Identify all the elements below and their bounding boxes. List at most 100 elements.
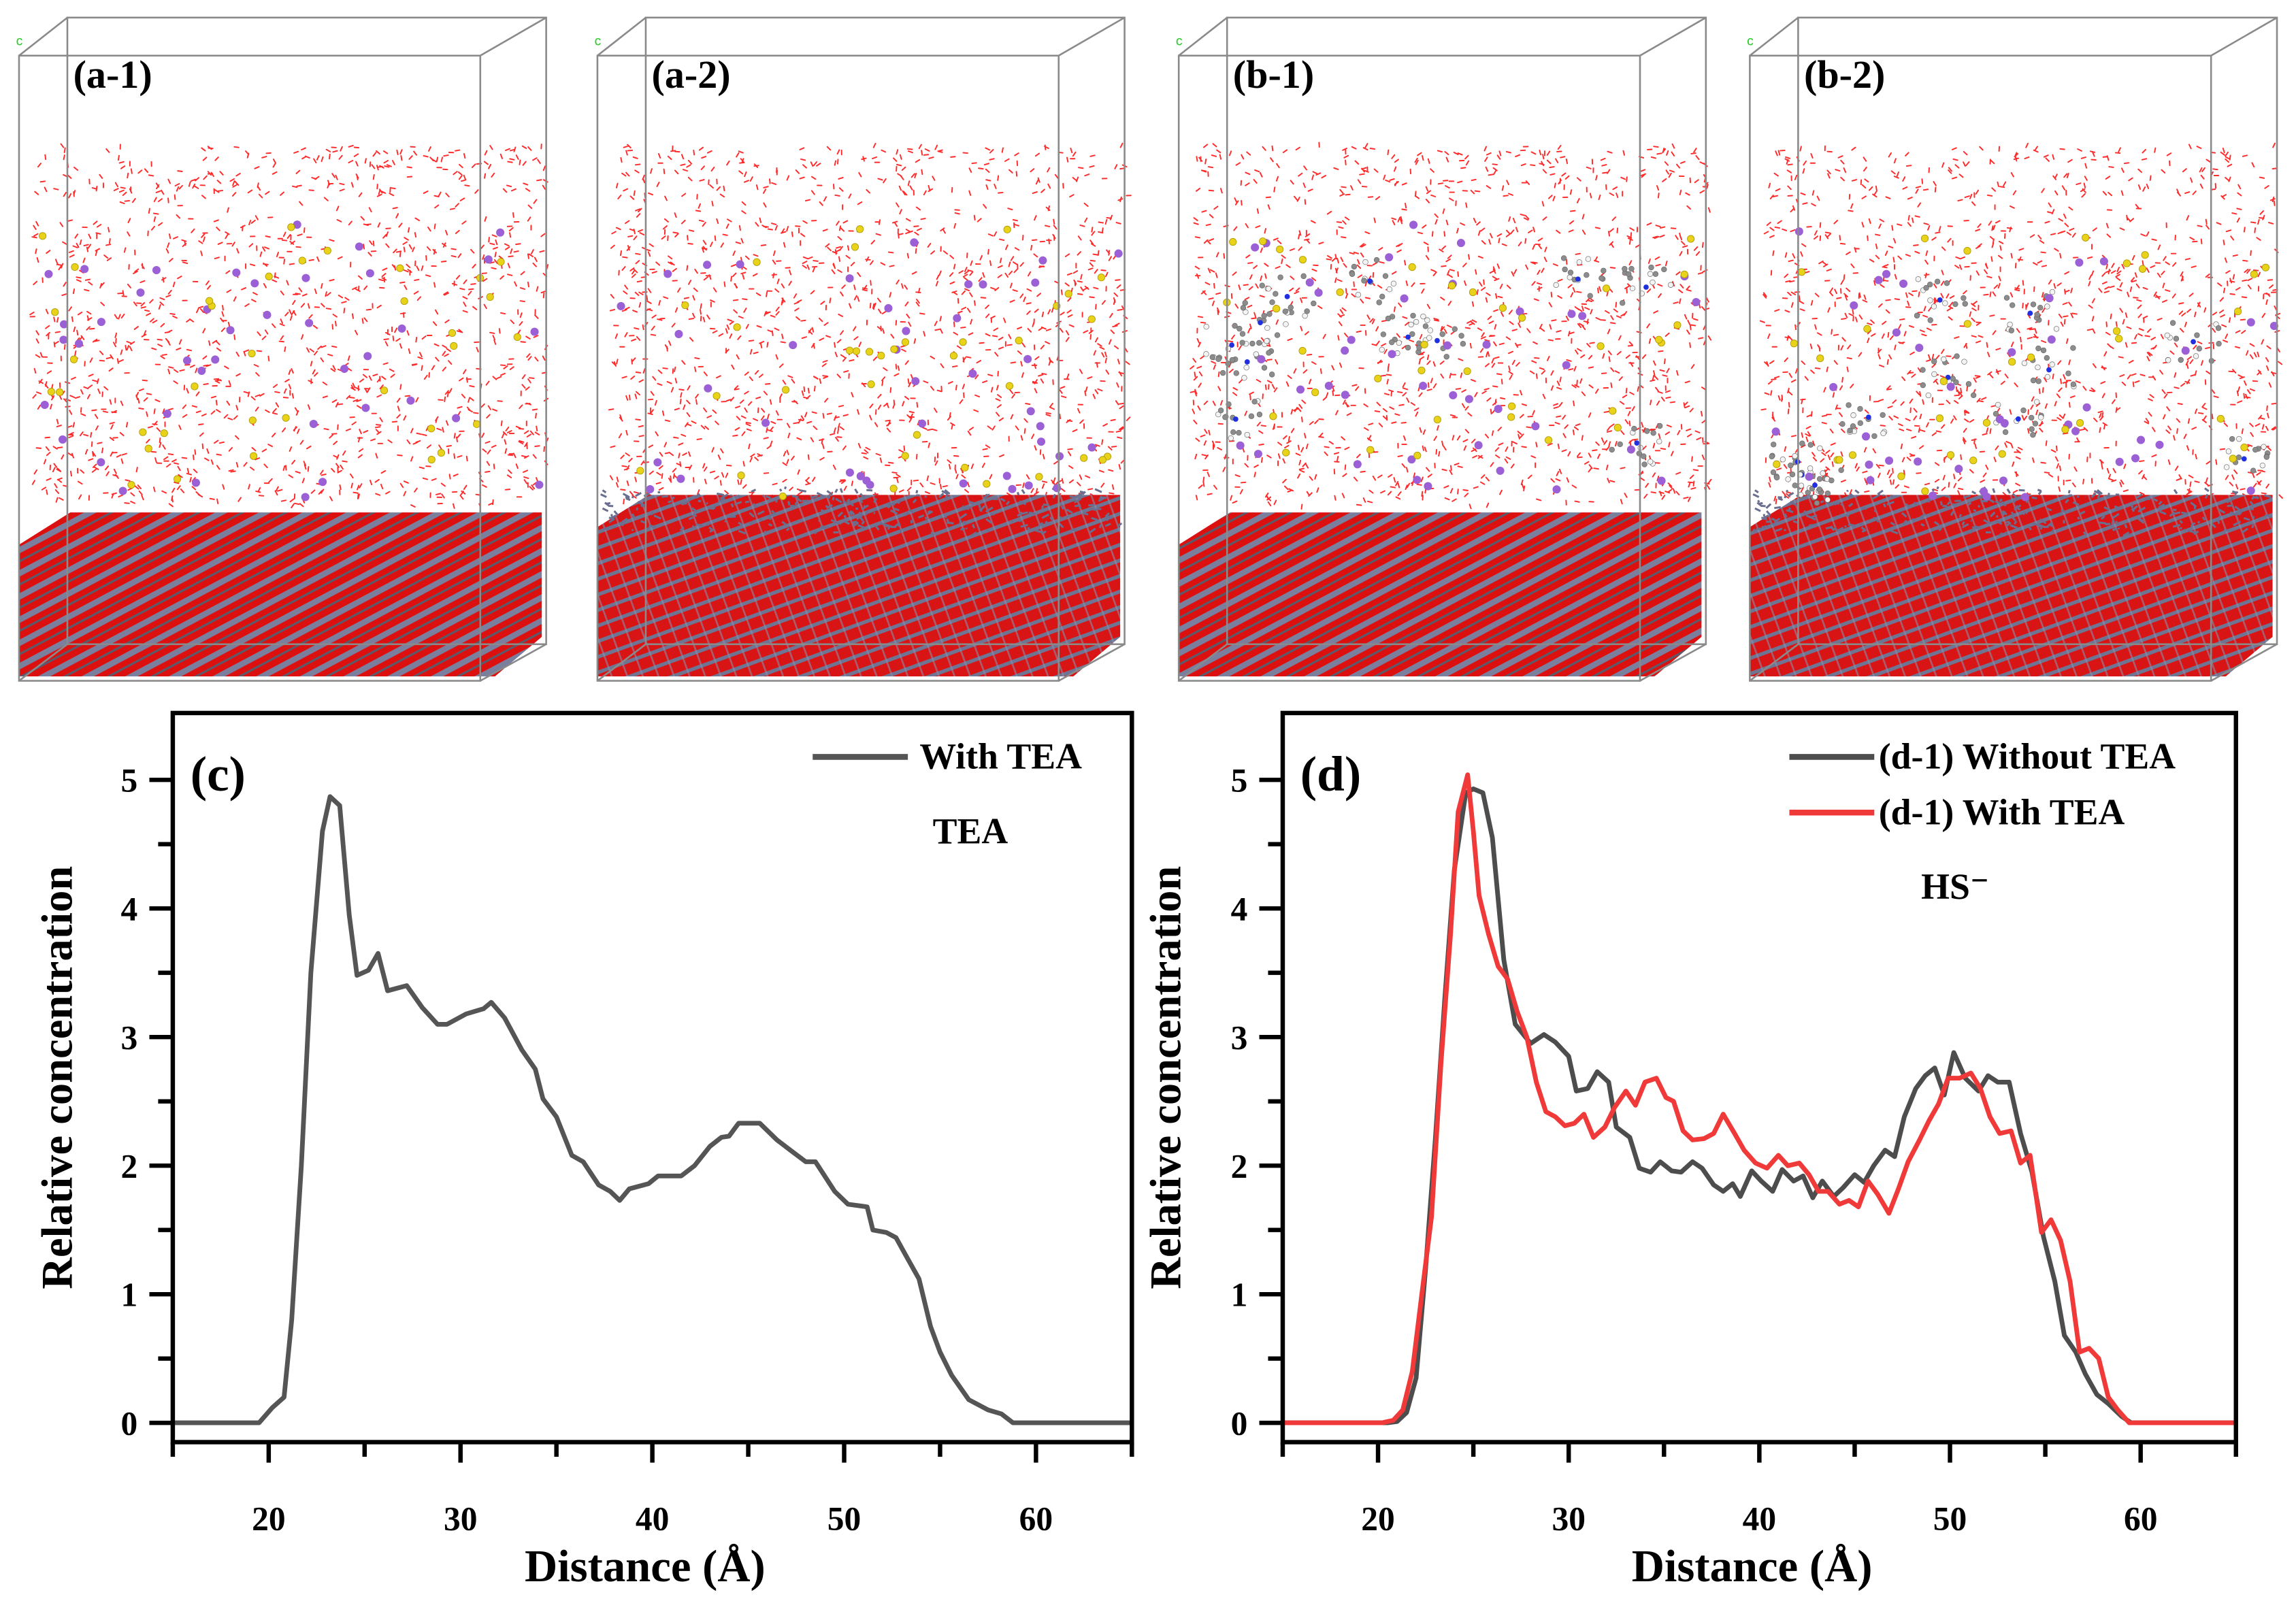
tea-atom [2029,414,2035,421]
hs-ion [1433,416,1441,424]
sodium-ion [704,384,712,393]
sodium-ion [1692,298,1701,307]
hs-ion [2141,251,2149,259]
x-tick-label: 40 [636,1500,669,1538]
tea-nitrogen [1284,293,1290,299]
panel-label: (b-1) [1233,52,1314,97]
tea-atom [2035,364,2041,371]
slab-surface-disorder [600,486,1123,537]
hs-ion [1417,366,1426,375]
sodium-ion [1899,279,1908,288]
hs-ion [400,297,408,306]
tea-atom [2044,354,2050,361]
axis-c-marker: c [595,34,602,49]
tea-atom [2009,302,2016,308]
tea-atom [1931,359,1937,365]
hs-ion [47,388,55,396]
hs-ion [55,388,64,396]
tea-atom [2034,312,2040,318]
tea-nitrogen [1258,320,1263,326]
sodium-ion [1036,438,1046,446]
sodium-ion [663,269,672,278]
hs-ion [1087,315,1096,323]
sodium-ion [361,403,370,412]
tea-atom [1239,340,1245,346]
tea-atom [1553,282,1559,288]
hs-ion [160,429,168,438]
tea-nitrogen [1643,284,1649,290]
hs-ion [712,392,721,400]
box-edge [1178,16,1228,56]
y-tick-label: 0 [121,1404,138,1442]
sodium-ion [1413,476,1422,484]
sodium-ion [1036,422,1045,431]
tea-atom [1780,457,1786,463]
sodium-ion [674,329,683,338]
tea-atom [1443,354,1449,360]
tea-atom [1770,469,1777,476]
hs-ion [1969,457,1978,465]
chart-c: 20 30 40 50 60 0 1 2 3 4 5 Distance (Å) Relative con… [32,710,1134,1591]
sodium-ion [2115,457,2124,466]
y-tick-label: 1 [1231,1276,1248,1313]
sodium-ion [263,310,272,319]
sodium-ion [856,472,865,480]
tea-atom [1769,453,1775,460]
hs-ion [1282,448,1290,457]
box-back-face [1797,16,2278,646]
tea-atom [2021,360,2028,366]
sodium-ion [406,396,415,405]
ions [617,225,1123,501]
hs-ion [1773,460,1781,468]
sodium-ion [2136,435,2146,444]
tea-atom [1609,446,1615,453]
sodium-ion [2181,346,2190,355]
hs-ion [282,414,290,422]
tea-atom [1219,369,1226,376]
tea-atom [1944,280,1950,286]
sodium-ion [1657,476,1666,485]
sodium-ion [1253,450,1262,459]
tea-atom [2215,325,2222,331]
sodium-ion [535,480,544,489]
sodium-ion [80,265,89,274]
y-tick-label: 5 [1231,761,1248,799]
tea-atom [1215,411,1221,418]
hs-ion [2229,455,2237,463]
sodium-ion [2099,257,2108,266]
hs-ion [1963,320,1971,328]
tea-atom [2037,414,2044,420]
tea-atom [1961,295,1967,301]
tea-atom [1847,427,1853,433]
y-tick-label: 3 [121,1019,138,1056]
box-edge [1639,643,1707,682]
tea-atom [1838,467,1844,474]
hs-ion [1469,288,1477,297]
sodium-ion [1341,346,1349,355]
sodium-ion [1874,276,1883,284]
tea-atom [1264,325,1270,331]
hs-ion [733,323,741,331]
tea-atom [1242,300,1248,306]
tea-atom [1992,410,1999,417]
sodium-ion [1464,395,1473,403]
legend: (d-1) Without TEA (d-1) With TEA [1789,736,2176,832]
tea-nitrogen [1575,276,1581,282]
box-edge [18,643,68,682]
tea-atom [1244,431,1250,438]
tea-atom [2002,429,2009,435]
tea-nitrogen [1434,337,1440,344]
sodium-ion [2075,258,2084,267]
hs-ion [753,258,761,266]
tea-atom [2261,444,2267,450]
x-tick-label: 50 [827,1500,861,1538]
water-molecules [1759,142,2283,508]
sodium-ion [60,320,69,329]
snapshot-panel-3: c (b-1) [1176,16,1712,682]
tea-atom [1361,278,1367,284]
hs-ion [1790,340,1798,348]
tea-atom [1617,441,1623,448]
tea-atom [1288,304,1294,311]
sodium-ion [862,476,871,485]
box-back-face [1226,16,1707,646]
